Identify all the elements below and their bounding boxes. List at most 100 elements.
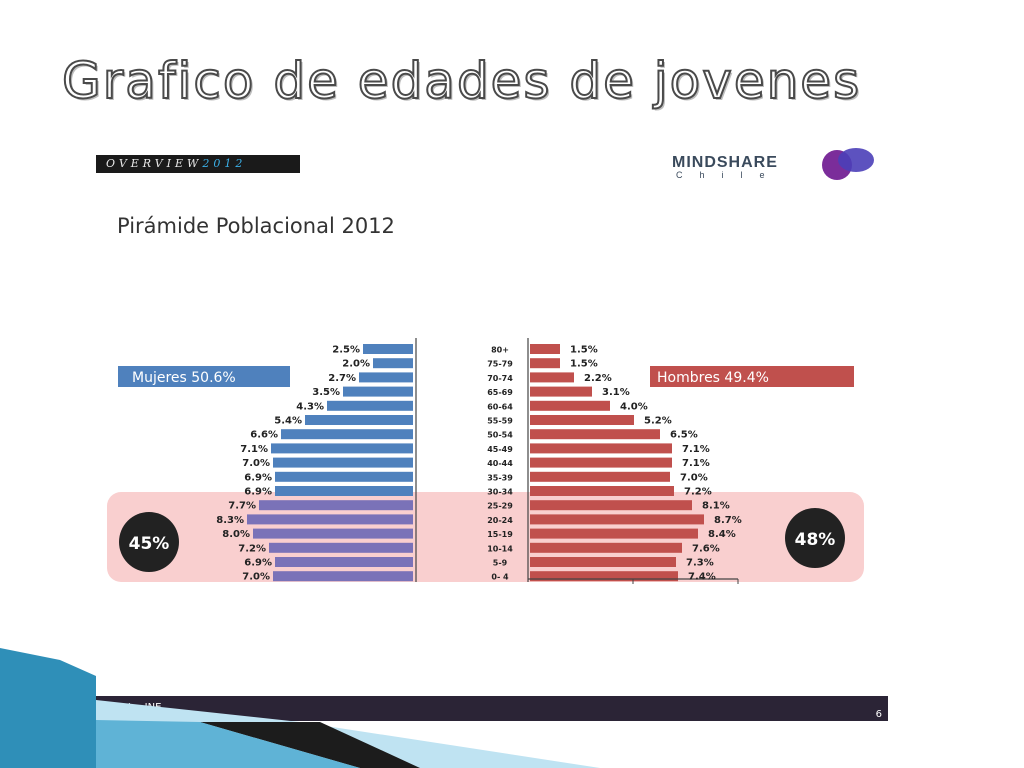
- label-hombres-40-44: 7.1%: [682, 458, 710, 469]
- label-mujeres-30-34: 6.9%: [244, 487, 272, 498]
- category-label-55-59: 55-59: [487, 417, 513, 426]
- bar-mujeres-75-79: [373, 358, 413, 369]
- category-label-80+: 80+: [491, 346, 509, 355]
- category-label-50-54: 50-54: [487, 431, 513, 440]
- page-number: 6: [875, 709, 882, 720]
- label-mujeres-10-14: 7.2%: [238, 543, 266, 554]
- label-hombres-0-4: 7.4%: [688, 572, 716, 583]
- legend-hombres-box: [650, 366, 854, 387]
- label-mujeres-55-59: 5.4%: [274, 416, 302, 427]
- left-share-bubble: [119, 512, 179, 572]
- bar-mujeres-0-4: [273, 571, 413, 582]
- right-share-bubble: [785, 508, 845, 568]
- deco-mid-stripe: [96, 720, 360, 768]
- bar-mujeres-40-44: [273, 457, 413, 468]
- mindshare-logo: MINDSHARE Chile: [672, 148, 882, 184]
- label-hombres-70-74: 2.2%: [584, 373, 612, 384]
- label-mujeres-25-29: 7.7%: [228, 501, 256, 512]
- category-label-40-44: 40-44: [487, 459, 513, 468]
- bar-hombres-55-59: [530, 415, 634, 425]
- bar-mujeres-60-64: [327, 400, 413, 411]
- label-mujeres-75-79: 2.0%: [342, 359, 370, 370]
- category-label-0-4: 0- 4: [491, 573, 509, 582]
- bar-hombres-35-39: [530, 471, 670, 482]
- label-mujeres-0-4: 7.0%: [242, 572, 270, 583]
- label-hombres-35-39: 7.0%: [680, 472, 708, 483]
- bar-mujeres-55-59: [305, 415, 413, 425]
- label-mujeres-50-54: 6.6%: [250, 430, 278, 441]
- category-label-65-69: 65-69: [487, 388, 513, 397]
- logo-circle-icon: [838, 148, 874, 172]
- label-mujeres-20-24: 8.3%: [216, 515, 244, 526]
- label-hombres-15-19: 8.4%: [708, 529, 736, 540]
- bar-mujeres-50-54: [281, 429, 413, 440]
- label-hombres-60-64: 4.0%: [620, 401, 648, 412]
- bar-mujeres-30-34: [275, 486, 413, 496]
- bar-hombres-65-69: [530, 386, 592, 397]
- bar-hombres-40-44: [530, 457, 672, 468]
- category-label-15-19: 15-19: [487, 530, 513, 539]
- slide-title: Grafico de edades de jovenes: [61, 51, 862, 111]
- label-mujeres-35-39: 6.9%: [244, 472, 272, 483]
- bar-hombres-5-9: [530, 557, 676, 567]
- bar-mujeres-10-14: [269, 542, 413, 553]
- label-hombres-55-59: 5.2%: [644, 416, 672, 427]
- bar-hombres-45-49: [530, 443, 672, 454]
- overview-badge: OVERVIEW2012: [96, 155, 300, 173]
- label-mujeres-15-19: 8.0%: [222, 529, 250, 540]
- bar-hombres-75-79: [530, 358, 560, 369]
- bar-hombres-80+: [530, 344, 560, 354]
- category-label-45-49: 45-49: [487, 445, 513, 454]
- bar-hombres-25-29: [530, 500, 692, 511]
- label-hombres-65-69: 3.1%: [602, 387, 630, 398]
- label-hombres-20-24: 8.7%: [714, 515, 742, 526]
- bar-hombres-70-74: [530, 372, 574, 383]
- category-label-75-79: 75-79: [487, 360, 513, 369]
- bar-mujeres-25-29: [259, 500, 413, 511]
- bar-mujeres-80+: [363, 344, 413, 354]
- legend-hombres: Hombres 49.4%: [657, 370, 769, 386]
- bar-mujeres-70-74: [359, 372, 413, 383]
- label-mujeres-60-64: 4.3%: [296, 401, 324, 412]
- label-mujeres-5-9: 6.9%: [244, 558, 272, 569]
- legend-mujeres-box: [118, 366, 290, 387]
- deco-blue-wedge: [0, 648, 96, 768]
- bar-mujeres-65-69: [343, 386, 413, 397]
- overview-badge-year: 2012: [202, 157, 247, 170]
- overview-badge-text: OVERVIEW: [106, 157, 203, 170]
- labels-layer: 2.5% 1.5% 80+ 2.0% 1.5% 75-79 2.7% 2.2% 70-74 3.5…: [216, 345, 741, 583]
- category-label-20-24: 20-24: [487, 516, 513, 525]
- category-label-5-9: 5-9: [493, 559, 508, 568]
- label-mujeres-65-69: 3.5%: [312, 387, 340, 398]
- label-hombres-25-29: 8.1%: [702, 501, 730, 512]
- category-label-30-34: 30-34: [487, 488, 513, 497]
- bar-mujeres-35-39: [275, 471, 413, 482]
- label-hombres-80+: 1.5%: [570, 345, 598, 356]
- category-label-70-74: 70-74: [487, 374, 513, 383]
- bar-hombres-15-19: [530, 528, 698, 539]
- bar-mujeres-5-9: [275, 557, 413, 567]
- left-share-label: 45%: [129, 534, 170, 554]
- category-label-25-29: 25-29: [487, 502, 513, 511]
- label-hombres-5-9: 7.3%: [686, 558, 714, 569]
- bar-hombres-60-64: [530, 400, 610, 411]
- bar-hombres-50-54: [530, 429, 660, 440]
- bar-mujeres-20-24: [247, 514, 413, 525]
- label-hombres-75-79: 1.5%: [570, 359, 598, 370]
- logo-name: MINDSHARE: [672, 154, 778, 171]
- right-share-label: 48%: [795, 530, 836, 550]
- axes-layer: [415, 338, 739, 584]
- label-hombres-50-54: 6.5%: [670, 430, 698, 441]
- category-label-60-64: 60-64: [487, 402, 513, 411]
- label-mujeres-70-74: 2.7%: [328, 373, 356, 384]
- category-label-10-14: 10-14: [487, 544, 513, 553]
- logo-sub: Chile: [676, 170, 782, 180]
- bars-layer: [247, 344, 704, 582]
- bar-hombres-0-4: [530, 571, 678, 582]
- legend-mujeres: Mujeres 50.6%: [132, 370, 236, 386]
- label-mujeres-80+: 2.5%: [332, 345, 360, 356]
- bar-hombres-20-24: [530, 514, 704, 525]
- deco-dark-stripe: [200, 722, 420, 768]
